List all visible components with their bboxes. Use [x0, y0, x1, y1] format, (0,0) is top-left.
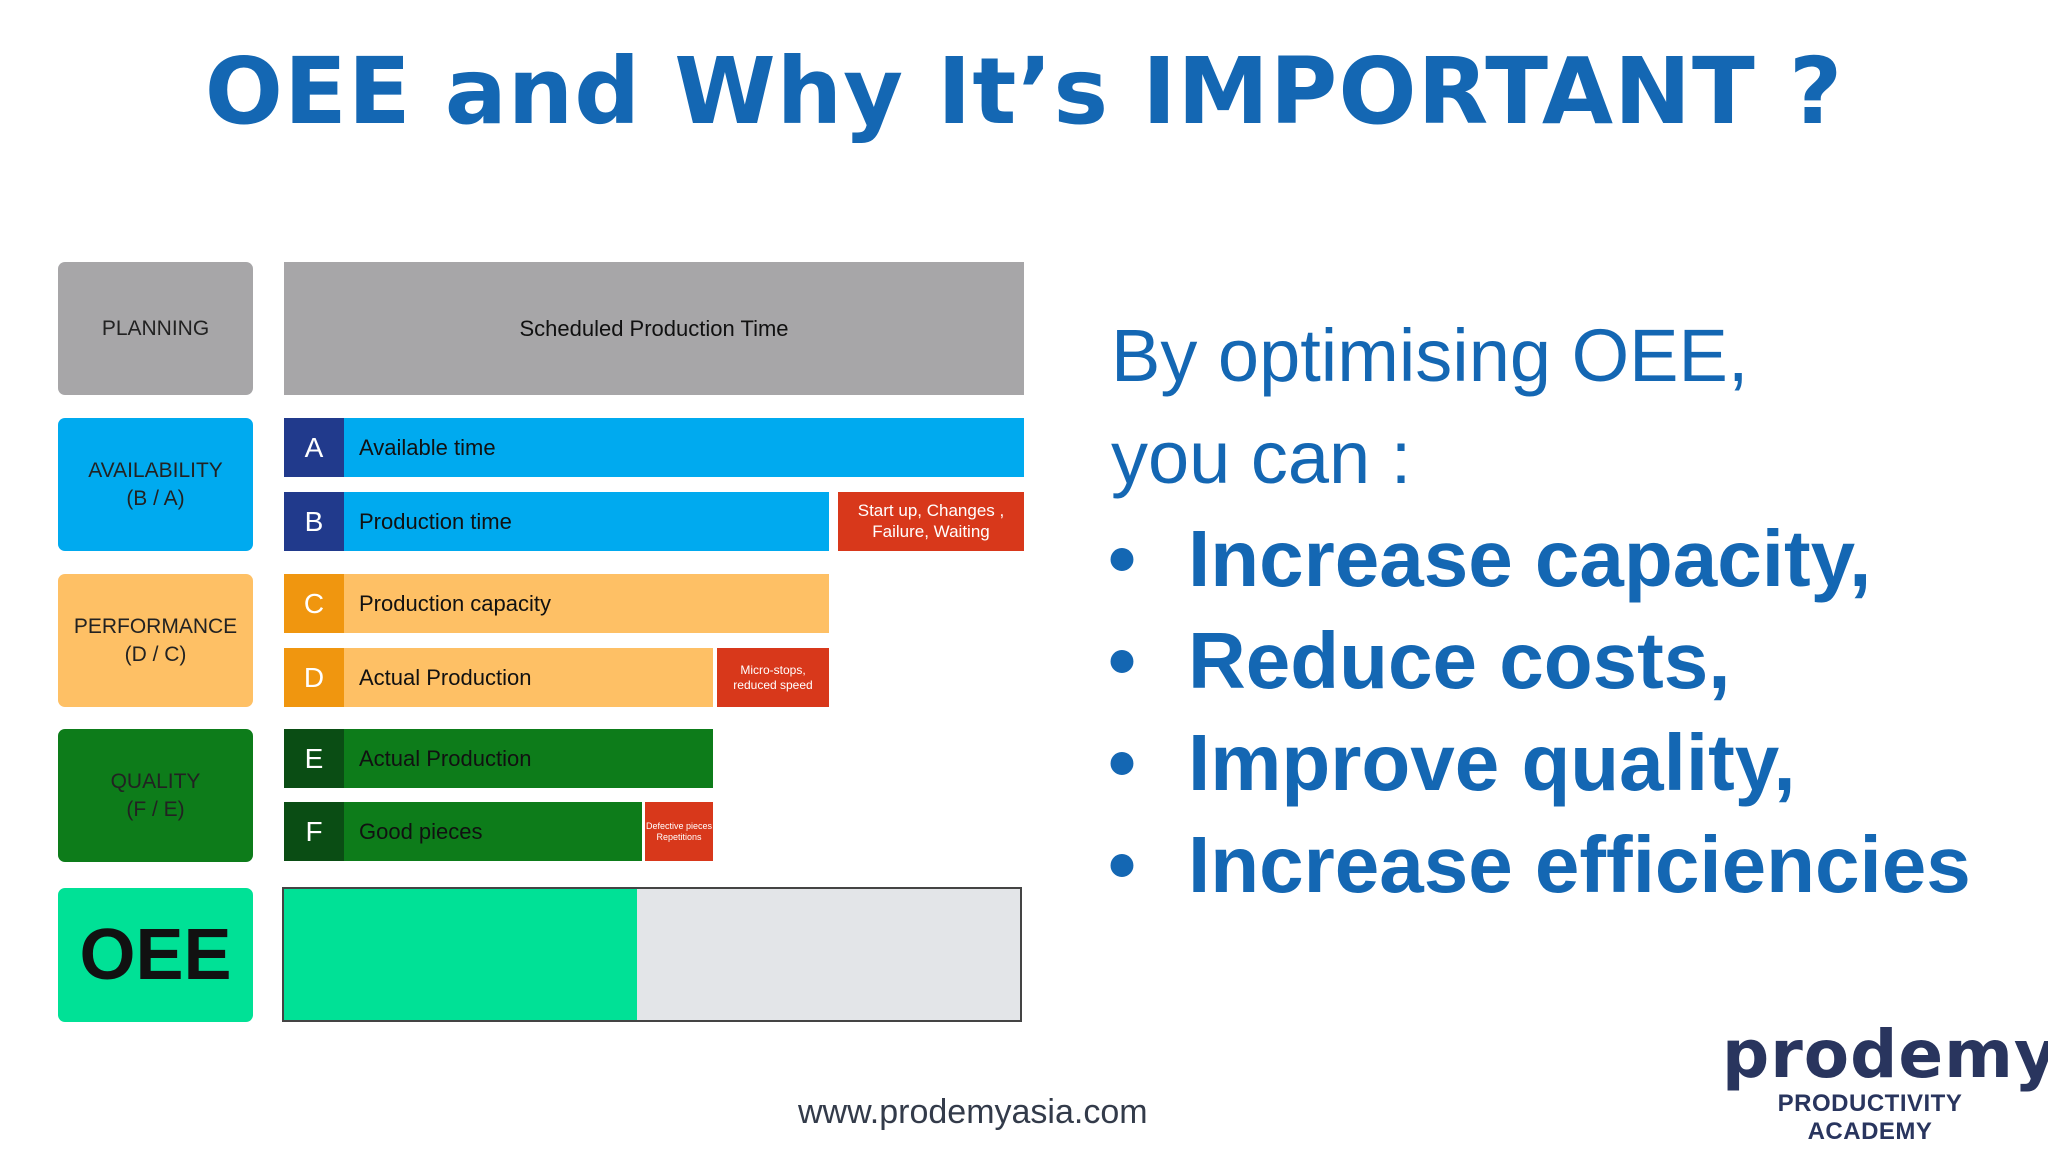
- bullet-icon: •: [1108, 718, 1137, 807]
- list-item: • Improve quality,: [1108, 712, 1971, 814]
- planning-block: PLANNING: [58, 262, 253, 395]
- performance-formula: (D / C): [124, 642, 187, 666]
- list-item: • Increase efficiencies: [1108, 814, 1971, 916]
- bar-label-d: Actual Production: [359, 664, 532, 690]
- bar-letter-b: B: [284, 492, 344, 551]
- scheduled-production-bar: Scheduled Production Time: [284, 262, 1024, 395]
- quality-formula: (F / E): [126, 797, 185, 821]
- bar-available-time: A Available time: [284, 418, 1024, 477]
- bar-letter-f: F: [284, 802, 344, 861]
- bar-letter-a: A: [284, 418, 344, 477]
- logo-wordmark: prodemy: [1722, 1016, 2048, 1093]
- availability-formula: (B / A): [126, 486, 185, 510]
- quality-loss-line1: Defective pieces: [645, 820, 713, 831]
- bar-production-time: B Production time: [284, 492, 829, 551]
- benefit-text: Improve quality,: [1188, 718, 1796, 807]
- scheduled-production-label: Scheduled Production Time: [519, 315, 789, 341]
- performance-block: PERFORMANCE (D / C): [58, 574, 253, 707]
- quality-label: QUALITY: [110, 770, 201, 794]
- bar-label-c: Production capacity: [359, 590, 551, 616]
- performance-loss-line2: reduced speed: [733, 677, 813, 692]
- bar-label-e: Actual Production: [359, 745, 532, 771]
- bar-letter-c: C: [284, 574, 344, 633]
- bar-letter-e: E: [284, 729, 344, 788]
- bar-label-b: Production time: [359, 508, 512, 534]
- bar-label-a: Available time: [359, 434, 496, 460]
- logo-tagline: PRODUCTIVITY ACADEMY: [1777, 1090, 1963, 1145]
- availability-label: AVAILABILITY: [88, 459, 223, 483]
- bullet-icon: •: [1108, 820, 1137, 909]
- oee-block: OEE: [58, 888, 253, 1022]
- bullet-icon: •: [1108, 616, 1137, 705]
- bullet-icon: •: [1108, 514, 1137, 603]
- oee-label: OEE: [79, 915, 232, 995]
- page-title: OEE and Why It’s IMPORTANT ?: [204, 38, 1844, 145]
- list-item: • Reduce costs,: [1108, 610, 1971, 712]
- quality-loss: Defective pieces Repetitions: [645, 802, 713, 861]
- benefit-text: Reduce costs,: [1188, 616, 1731, 705]
- bar-production-capacity: C Production capacity: [284, 574, 829, 633]
- intro-text: By optimising OEE, you can :: [1111, 305, 1748, 509]
- planning-label: PLANNING: [101, 316, 210, 340]
- bar-label-f: Good pieces: [359, 818, 483, 844]
- bar-good-pieces: F Good pieces: [284, 802, 642, 861]
- prodemy-logo: prodemy PRODUCTIVITY ACADEMY: [1722, 1016, 2048, 1146]
- footer-url[interactable]: www.prodemyasia.com: [798, 1093, 1148, 1131]
- bar-actual-production-e: E Actual Production: [284, 729, 713, 788]
- oee-diagram: PLANNING AVAILABILITY (B / A) PERFORMANC…: [58, 262, 1024, 1022]
- performance-label: PERFORMANCE: [73, 615, 238, 639]
- availability-block: AVAILABILITY (B / A): [58, 418, 253, 551]
- intro-line-1: By optimising OEE,: [1111, 314, 1749, 397]
- oee-meter-fill: [284, 889, 638, 1020]
- benefit-text: Increase capacity,: [1188, 514, 1872, 603]
- benefits-list: • Increase capacity, • Reduce costs, • I…: [1108, 508, 1971, 916]
- performance-loss-line1: Micro-stops,: [740, 663, 806, 678]
- availability-loss-line1: Start up, Changes ,: [857, 501, 1005, 521]
- bar-letter-d: D: [284, 648, 344, 707]
- quality-block: QUALITY (F / E): [58, 729, 253, 862]
- availability-loss-line2: Failure, Waiting: [872, 521, 990, 541]
- performance-loss: Micro-stops, reduced speed: [717, 648, 829, 707]
- benefit-text: Increase efficiencies: [1188, 820, 1971, 909]
- oee-meter: [282, 887, 1022, 1022]
- quality-loss-line2: Repetitions: [656, 831, 702, 842]
- intro-line-2: you can :: [1111, 416, 1412, 499]
- bar-actual-production-d: D Actual Production: [284, 648, 713, 707]
- availability-loss: Start up, Changes , Failure, Waiting: [838, 492, 1024, 551]
- list-item: • Increase capacity,: [1108, 508, 1971, 610]
